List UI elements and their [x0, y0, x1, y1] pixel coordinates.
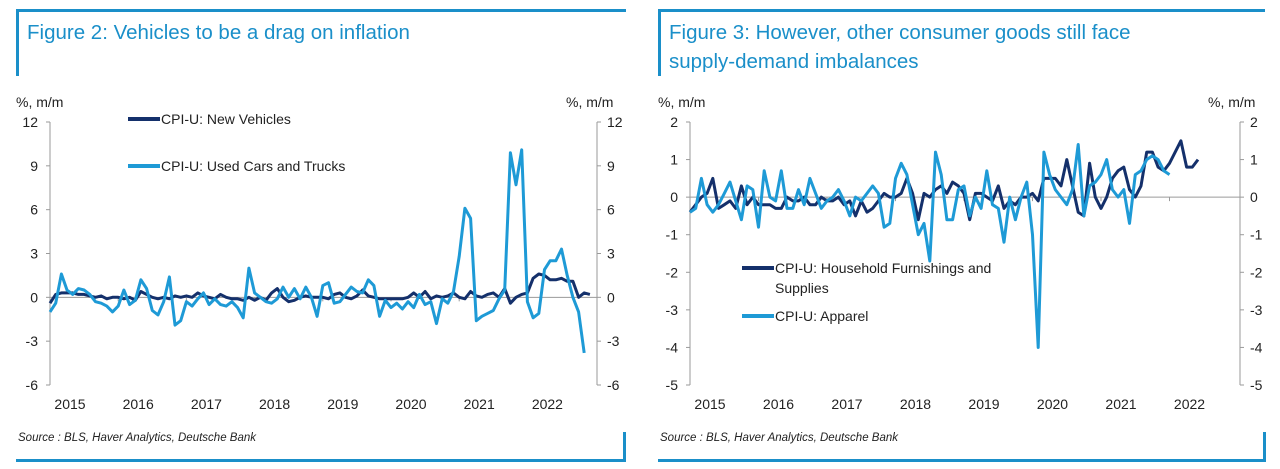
figure-2-bottom-rule: [16, 459, 626, 462]
figure-3-left-rule: [658, 9, 661, 76]
figure-2-right-rule: [623, 432, 626, 462]
left-y-tick-label: 1: [670, 152, 678, 168]
figure-3-title-line-2: supply-demand imbalances: [669, 50, 919, 73]
legend-label: CPI-U: Household Furnishings and: [775, 260, 991, 276]
right-y-tick-label: 6: [607, 202, 615, 218]
left-y-tick-label: 12: [22, 114, 38, 130]
legend-label: CPI-U: New Vehicles: [161, 111, 291, 127]
right-y-tick-label: 9: [607, 158, 615, 174]
series-line-light: [689, 143, 1171, 349]
x-tick-label: 2017: [191, 396, 222, 412]
left-y-tick-label: -4: [666, 339, 679, 355]
left-y-tick-label: 2: [670, 114, 678, 130]
right-y-tick-label: -6: [607, 377, 620, 393]
x-tick-label: 2017: [831, 396, 862, 412]
x-tick-label: 2018: [900, 396, 931, 412]
right-y-tick-label: 0: [607, 289, 615, 305]
figure-3-title-line-1: Figure 3: However, other consumer goods …: [669, 21, 1131, 44]
right-y-tick-label: 0: [1250, 189, 1258, 205]
series-line-light: [48, 148, 586, 354]
x-tick-label: 2022: [1174, 396, 1205, 412]
right-y-tick-label: -5: [1250, 377, 1263, 393]
legend-label: Supplies: [775, 280, 829, 296]
figure-3-chart: 2 2 1 1 0 0 -1 -1 -2 -2 -3 -3 -4 -4 -5 -5 2015 2016 2017 20…: [666, 114, 1263, 412]
right-y-tick-label: -4: [1250, 339, 1263, 355]
figure-2-left-rule: [16, 9, 19, 76]
x-tick-label: 2020: [395, 396, 426, 412]
left-y-tick-label: -1: [666, 227, 679, 243]
left-y-tick-label: -3: [26, 333, 39, 349]
figure-3-panel: Figure 3: However, other consumer goods …: [640, 0, 1280, 469]
legend-label: CPI-U: Used Cars and Trucks: [161, 158, 345, 174]
right-y-tick-label: 1: [1250, 152, 1258, 168]
left-y-tick-label: 0: [670, 189, 678, 205]
x-tick-label: 2015: [694, 396, 725, 412]
x-tick-label: 2022: [532, 396, 563, 412]
left-y-tick-label: 0: [30, 289, 38, 305]
x-tick-label: 2016: [763, 396, 794, 412]
figure-2-right-unit: %, m/m: [566, 94, 614, 110]
right-y-tick-label: 2: [1250, 114, 1258, 130]
figure-2-title: Figure 2: Vehicles to be a drag on infla…: [27, 21, 410, 44]
left-y-tick-label: 9: [30, 158, 38, 174]
figure-3-right-unit: %, m/m: [1208, 94, 1256, 110]
x-tick-label: 2015: [54, 396, 85, 412]
figure-3-left-unit: %, m/m: [658, 94, 706, 110]
left-y-tick-label: -6: [26, 377, 39, 393]
figure-2-left-unit: %, m/m: [16, 94, 64, 110]
x-tick-label: 2021: [464, 396, 495, 412]
left-y-tick-label: 6: [30, 202, 38, 218]
figure-3-bottom-rule: [658, 459, 1265, 462]
x-tick-label: 2016: [123, 396, 154, 412]
left-y-tick-label: -3: [666, 302, 679, 318]
legend-label: CPI-U: Apparel: [775, 308, 868, 324]
x-tick-label: 2019: [327, 396, 358, 412]
figure-3-right-rule: [1263, 432, 1266, 462]
figure-2-panel: Figure 2: Vehicles to be a drag on infla…: [16, 9, 626, 462]
right-y-tick-label: -2: [1250, 264, 1263, 280]
figure-2-chart: 12 12 9 9 6 6 3 3 0 0 -3 -3 -6 -6 2015 2016 2017 2018 2019…: [22, 111, 623, 412]
right-y-tick-label: -1: [1250, 227, 1263, 243]
right-y-tick-label: -3: [607, 333, 620, 349]
right-y-tick-label: 12: [607, 114, 623, 130]
figure-2-top-rule: [16, 9, 626, 12]
figure-3-top-rule: [658, 9, 1265, 12]
x-tick-label: 2020: [1037, 396, 1068, 412]
right-y-tick-label: -3: [1250, 302, 1263, 318]
left-y-tick-label: 3: [30, 246, 38, 262]
right-y-tick-label: 3: [607, 246, 615, 262]
x-tick-label: 2019: [968, 396, 999, 412]
figure-3-source: Source : BLS, Haver Analytics, Deutsche …: [660, 432, 898, 444]
left-y-tick-label: -5: [666, 377, 679, 393]
figure-2-source: Source : BLS, Haver Analytics, Deutsche …: [18, 432, 256, 444]
x-tick-label: 2018: [259, 396, 290, 412]
left-y-tick-label: -2: [666, 264, 679, 280]
x-tick-label: 2021: [1105, 396, 1136, 412]
